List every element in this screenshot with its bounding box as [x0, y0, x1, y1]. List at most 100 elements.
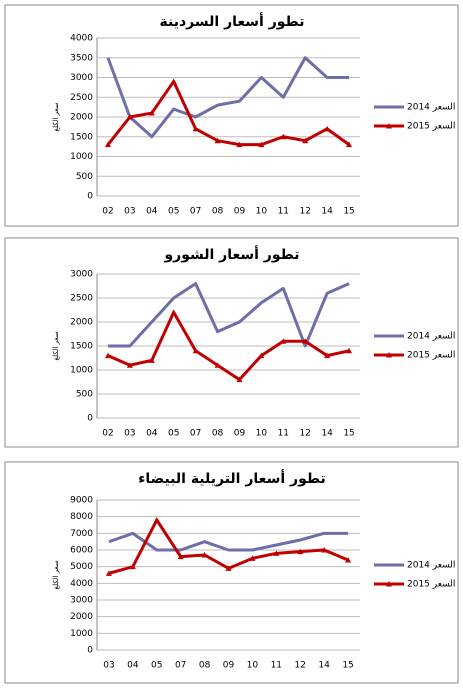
- y-tick-label: 3000: [70, 596, 93, 606]
- legend-label: السعر 2014: [407, 561, 455, 571]
- x-tick-label: 11: [278, 429, 289, 439]
- x-tick-label: 03: [124, 429, 135, 439]
- x-tick-label: 04: [146, 429, 158, 439]
- x-tick-label: 04: [146, 207, 158, 217]
- y-tick-label: 5000: [70, 562, 93, 572]
- marker: [105, 570, 112, 576]
- marker: [236, 141, 243, 148]
- x-tick-label: 09: [234, 429, 246, 439]
- x-tick-label: 11: [278, 207, 289, 217]
- marker: [104, 352, 111, 359]
- x-tick-label: 04: [127, 661, 139, 671]
- series-line: [107, 282, 350, 348]
- marker: [129, 563, 136, 570]
- marker: [297, 548, 304, 555]
- y-tick-label: 2500: [70, 93, 93, 103]
- x-tick-label: 02: [102, 429, 113, 439]
- marker: [280, 338, 287, 344]
- marker: [126, 114, 133, 120]
- y-tick-label: 8000: [70, 512, 93, 522]
- marker: [192, 125, 199, 132]
- x-tick-label: 14: [321, 429, 333, 439]
- marker: [201, 552, 208, 558]
- x-tick-label: 07: [190, 207, 201, 217]
- chart-title: تطور أسعار الشورو: [163, 245, 299, 263]
- legend-marker: [386, 581, 392, 587]
- x-tick-label: 10: [256, 207, 268, 217]
- marker: [126, 362, 133, 368]
- y-tick-label: 4000: [70, 579, 93, 589]
- marker: [258, 352, 265, 359]
- marker: [177, 553, 184, 560]
- chart-frame: [4, 237, 459, 448]
- y-tick-label: 500: [76, 172, 93, 182]
- legend-label: السعر 2014: [407, 103, 455, 113]
- y-tick-label: 3000: [70, 270, 93, 280]
- x-tick-label: 12: [299, 429, 310, 439]
- marker: [280, 133, 287, 140]
- x-tick-label: 15: [342, 661, 353, 671]
- marker: [170, 78, 177, 84]
- marker: [214, 362, 221, 368]
- legend-marker: [386, 123, 392, 129]
- y-tick-label: 0: [87, 646, 93, 656]
- x-tick-label: 07: [190, 429, 201, 439]
- marker: [148, 357, 155, 363]
- x-tick-label: 12: [295, 661, 306, 671]
- y-tick-label: 3500: [70, 53, 93, 63]
- y-tick-label: 2000: [70, 318, 93, 328]
- y-tick-label: 1000: [70, 152, 93, 162]
- x-tick-label: 14: [318, 661, 330, 671]
- marker: [302, 137, 309, 144]
- y-tick-label: 6000: [70, 546, 93, 556]
- marker: [273, 550, 280, 556]
- y-axis-label: سعر الكلغ: [52, 560, 60, 589]
- marker: [104, 141, 111, 148]
- marker: [258, 141, 265, 148]
- marker: [236, 376, 243, 383]
- x-tick-label: 03: [124, 207, 135, 217]
- y-tick-label: 2000: [70, 612, 93, 622]
- chart-frame: [4, 461, 459, 684]
- x-tick-label: 15: [343, 207, 354, 217]
- y-axis-label: سعر الكلغ: [52, 102, 60, 131]
- legend-label: السعر 2015: [407, 122, 455, 132]
- x-tick-label: 05: [151, 661, 162, 671]
- x-tick-label: 08: [199, 661, 211, 671]
- y-tick-label: 2000: [70, 113, 93, 123]
- legend-label: السعر 2015: [407, 351, 455, 361]
- marker: [324, 352, 331, 359]
- y-tick-label: 7000: [70, 529, 93, 539]
- marker: [148, 110, 155, 116]
- y-axis-label: سعر الكلغ: [52, 331, 60, 360]
- x-tick-label: 14: [321, 207, 333, 217]
- marker: [153, 517, 160, 523]
- x-tick-label: 05: [168, 429, 179, 439]
- marker: [346, 347, 353, 354]
- marker: [214, 137, 221, 144]
- x-tick-label: 09: [234, 207, 246, 217]
- marker: [345, 557, 352, 563]
- series-line: [107, 310, 350, 382]
- marker: [192, 347, 199, 354]
- x-tick-label: 03: [103, 661, 114, 671]
- marker: [170, 309, 177, 315]
- x-tick-label: 15: [343, 429, 354, 439]
- chart-frame: [4, 4, 459, 227]
- legend-marker: [386, 352, 392, 358]
- x-tick-label: 05: [168, 207, 179, 217]
- x-tick-label: 12: [299, 207, 310, 217]
- legend-label: السعر 2015: [407, 580, 455, 590]
- marker: [302, 338, 309, 344]
- y-tick-label: 0: [87, 414, 93, 424]
- x-tick-label: 07: [175, 661, 186, 671]
- y-tick-label: 4000: [70, 34, 93, 44]
- y-tick-label: 1500: [70, 132, 93, 142]
- y-tick-label: 500: [76, 390, 93, 400]
- y-tick-label: 2500: [70, 294, 93, 304]
- chart-title: تطور أسعار التريلية البيضاء: [138, 469, 326, 487]
- x-tick-label: 10: [247, 661, 259, 671]
- y-tick-label: 1500: [70, 342, 93, 352]
- chart-title: تطور أسعار السردينة: [160, 12, 305, 30]
